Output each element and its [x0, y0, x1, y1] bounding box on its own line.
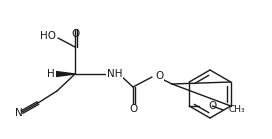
Polygon shape [56, 71, 75, 76]
Text: HO: HO [40, 31, 56, 41]
Text: H: H [47, 69, 55, 79]
Text: O: O [155, 71, 163, 81]
Text: N: N [15, 108, 23, 118]
Text: O: O [208, 101, 217, 111]
Text: NH: NH [107, 69, 122, 79]
Text: CH₃: CH₃ [228, 106, 245, 115]
Text: O: O [72, 29, 80, 39]
Text: O: O [130, 104, 138, 114]
